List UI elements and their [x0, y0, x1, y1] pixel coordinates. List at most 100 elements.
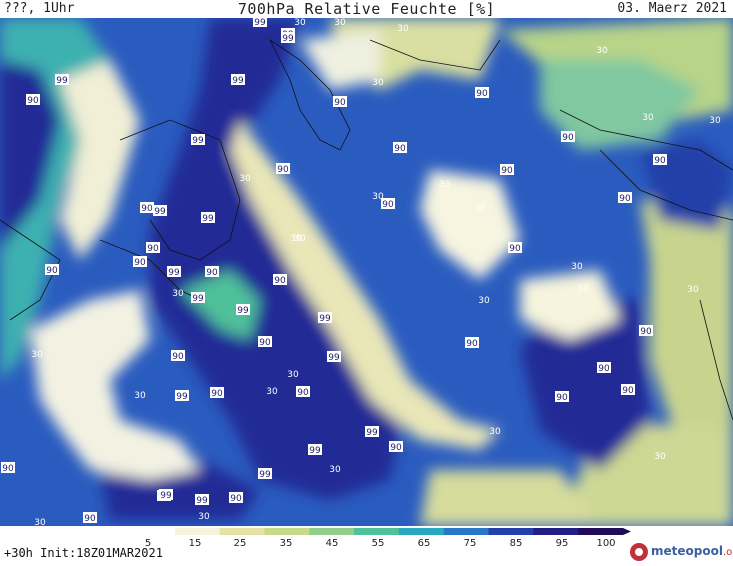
colorbar-arrow: [623, 528, 631, 535]
svg-text:99: 99: [192, 294, 204, 304]
svg-text:30: 30: [489, 427, 501, 437]
contour-label: 99: [308, 444, 322, 456]
coastlines: [0, 38, 733, 421]
colorbar-tick-label: 95: [556, 538, 569, 548]
svg-text:30: 30: [287, 370, 299, 380]
colorbar-cell: [443, 528, 490, 535]
svg-text:90: 90: [501, 166, 513, 176]
svg-text:99: 99: [154, 207, 166, 217]
svg-text:90: 90: [297, 388, 309, 398]
svg-text:99: 99: [366, 428, 378, 438]
svg-text:90: 90: [654, 156, 666, 166]
colorbar-tick-label: 75: [464, 538, 477, 548]
svg-text:30: 30: [372, 78, 384, 88]
svg-text:90: 90: [274, 276, 286, 286]
svg-text:30: 30: [134, 391, 146, 401]
contour-label: 30: [334, 18, 346, 28]
svg-text:99: 99: [282, 34, 294, 44]
colorbar-cell: [533, 528, 579, 535]
svg-text:90: 90: [562, 133, 574, 143]
contour-label: 30: [329, 465, 341, 475]
contour-label: 90: [475, 87, 489, 99]
svg-text:30: 30: [687, 285, 699, 295]
contour-label: 99: [55, 74, 69, 86]
contour-label: 30: [239, 174, 251, 184]
svg-text:90: 90: [622, 386, 634, 396]
svg-text:30: 30: [397, 24, 409, 34]
contour-label: 90: [465, 337, 479, 349]
contour-label: 30: [134, 391, 146, 401]
svg-text:99: 99: [196, 496, 208, 506]
svg-text:99: 99: [309, 446, 321, 456]
contour-label: 30: [34, 518, 46, 526]
svg-text:30: 30: [198, 512, 210, 522]
svg-text:30: 30: [478, 296, 490, 306]
contour-label: 90: [381, 198, 395, 210]
contour-label: 30: [642, 113, 654, 123]
colorbar: 5 15 25 35 45 55 65 75 85 95 100: [130, 528, 631, 548]
contour-label: 90: [333, 96, 347, 108]
contour-label: 99: [175, 390, 189, 402]
contour-label: 30: [31, 350, 43, 360]
contour-labels: 9999303030303030999990309090999030309930…: [1, 18, 721, 526]
colorbar-tick-label: 65: [418, 538, 431, 548]
svg-text:30: 30: [474, 204, 486, 214]
svg-text:30: 30: [596, 46, 608, 56]
svg-text:90: 90: [556, 393, 568, 403]
svg-text:90: 90: [394, 144, 406, 154]
contour-label: 90: [393, 142, 407, 154]
svg-text:30: 30: [372, 192, 384, 202]
svg-text:99: 99: [237, 306, 249, 316]
contour-label: 30: [687, 285, 699, 295]
svg-text:99: 99: [192, 136, 204, 146]
contour-label: 30: [290, 234, 302, 244]
svg-text:90: 90: [230, 494, 242, 504]
svg-text:90: 90: [2, 464, 14, 474]
svg-text:90: 90: [46, 266, 58, 276]
svg-text:30: 30: [334, 18, 346, 28]
contour-label: 30: [266, 387, 278, 397]
svg-text:30: 30: [642, 113, 654, 123]
contour-label: 90: [210, 387, 224, 399]
contour-label: 90: [1, 462, 15, 474]
contour-label: 90: [258, 336, 272, 348]
contour-label: 30: [372, 192, 384, 202]
contour-label: 99: [191, 134, 205, 146]
colorbar-tick-label: 100: [596, 538, 615, 548]
contour-label: 90: [205, 266, 219, 278]
contour-label: 90: [639, 325, 653, 337]
valid-date: 03. Maerz 2021: [617, 1, 727, 16]
svg-text:90: 90: [84, 514, 96, 524]
colorbar-cell: [488, 528, 534, 535]
contour-label: 90: [508, 242, 522, 254]
svg-text:90: 90: [277, 165, 289, 175]
contour-label: 99: [191, 292, 205, 304]
svg-text:90: 90: [172, 352, 184, 362]
logo-icon: [630, 543, 648, 561]
svg-text:90: 90: [134, 258, 146, 268]
contour-label: 99: [253, 18, 267, 28]
svg-text:99: 99: [202, 214, 214, 224]
svg-text:30: 30: [31, 350, 43, 360]
svg-text:30: 30: [329, 465, 341, 475]
contour-label: 90: [618, 192, 632, 204]
svg-text:99: 99: [328, 353, 340, 363]
colorbar-cell: [354, 528, 400, 535]
contour-label: 90: [83, 512, 97, 524]
contour-label: 90: [389, 441, 403, 453]
contour-label: 30: [172, 289, 184, 299]
contour-label: 90: [500, 164, 514, 176]
contour-label: 30: [478, 296, 490, 306]
contour-label: 30: [489, 427, 501, 437]
svg-text:90: 90: [476, 89, 488, 99]
svg-text:90: 90: [619, 194, 631, 204]
colorbar-tick-label: 15: [189, 538, 202, 548]
svg-text:30: 30: [239, 174, 251, 184]
colorbar-cell: [130, 528, 176, 535]
meteopool-logo[interactable]: meteopool.org: [629, 540, 733, 564]
run-label: ???, 1Uhr: [4, 1, 75, 16]
svg-text:30: 30: [709, 116, 721, 126]
colorbar-tick-label: 35: [280, 538, 293, 548]
contour-label: 90: [140, 202, 154, 214]
colorbar-tick-label: 5: [145, 538, 151, 548]
